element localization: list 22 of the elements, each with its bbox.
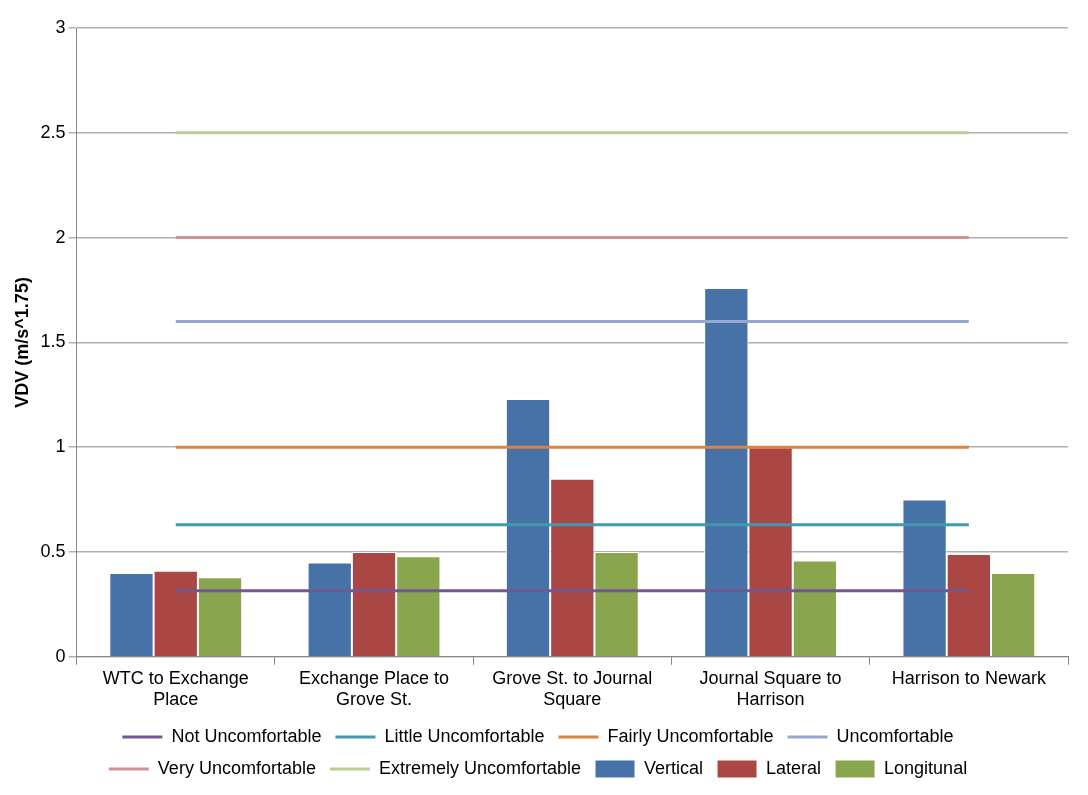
- x-tick-label: Journal Square to Harrison: [699, 667, 842, 710]
- legend-label: Vertical: [644, 757, 704, 778]
- legend-label: Little Uncomfortable: [384, 725, 545, 746]
- legend-label: Not Uncomfortable: [171, 725, 322, 746]
- y-tick-label: 2.5: [40, 121, 66, 142]
- y-tick-label: 1.5: [40, 331, 66, 352]
- legend-label: Fairly Uncomfortable: [607, 725, 774, 746]
- y-tick-label: 0: [55, 645, 66, 666]
- legend-label: Longitunal: [884, 757, 968, 778]
- legend-label: Lateral: [766, 757, 822, 778]
- y-tick-label: 3: [55, 16, 66, 37]
- x-tick-label: Harrison to Newark: [891, 667, 1047, 688]
- x-tick-label: WTC to Exchange Place: [102, 667, 249, 710]
- legend-label: Uncomfortable: [836, 725, 954, 746]
- y-tick-label: 0.5: [40, 540, 66, 561]
- y-tick-label: 1: [55, 436, 66, 457]
- legend-label: Very Uncomfortable: [157, 757, 316, 778]
- y-axis-title: VDV (m/s^1.75): [11, 277, 32, 408]
- legend-label: Extremely Uncomfortable: [378, 757, 582, 778]
- y-tick-label: 2: [55, 226, 66, 247]
- x-tick-label: Grove St. to Journal Square: [492, 667, 653, 710]
- x-tick-label: Exchange Place to Grove St.: [298, 667, 450, 710]
